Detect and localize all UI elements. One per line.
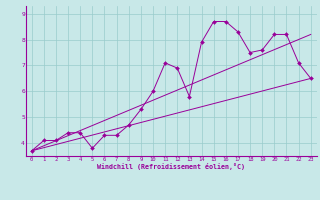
X-axis label: Windchill (Refroidissement éolien,°C): Windchill (Refroidissement éolien,°C) — [97, 163, 245, 170]
